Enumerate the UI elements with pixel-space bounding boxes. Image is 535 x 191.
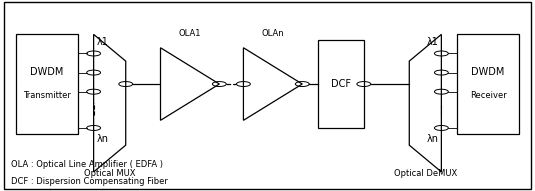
Polygon shape <box>409 34 441 172</box>
Text: Optical DeMUX: Optical DeMUX <box>394 169 457 178</box>
Polygon shape <box>94 34 126 172</box>
Text: λn: λn <box>427 134 439 144</box>
Text: OLA1: OLA1 <box>179 29 201 38</box>
Polygon shape <box>243 48 302 120</box>
Text: DCF: DCF <box>331 79 351 89</box>
Polygon shape <box>160 48 219 120</box>
Text: Receiver: Receiver <box>470 91 507 100</box>
Text: OLA : Optical Line Amplifier ( EDFA ): OLA : Optical Line Amplifier ( EDFA ) <box>11 160 163 169</box>
Text: OLAn: OLAn <box>262 29 284 38</box>
Text: λn: λn <box>96 134 108 144</box>
Text: DCF : Dispersion Compensating Fiber: DCF : Dispersion Compensating Fiber <box>11 177 167 186</box>
FancyBboxPatch shape <box>318 40 364 128</box>
Text: DWDM: DWDM <box>471 67 505 77</box>
Text: λ1: λ1 <box>427 37 439 47</box>
FancyBboxPatch shape <box>16 34 78 134</box>
Text: Transmitter: Transmitter <box>23 91 71 100</box>
Text: Optical MUX: Optical MUX <box>84 169 135 178</box>
Text: λ1: λ1 <box>96 37 108 47</box>
FancyBboxPatch shape <box>457 34 519 134</box>
Text: DWDM: DWDM <box>30 67 64 77</box>
